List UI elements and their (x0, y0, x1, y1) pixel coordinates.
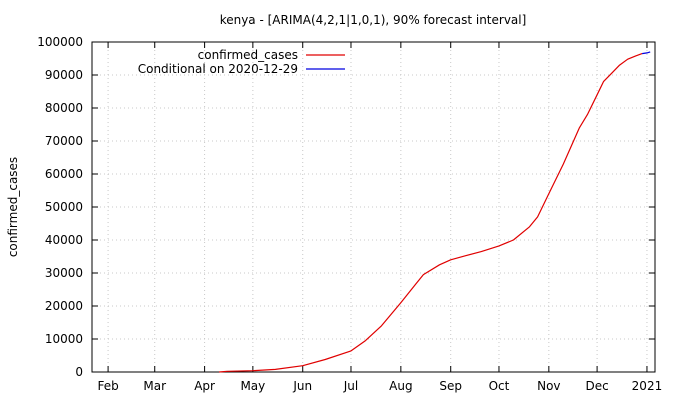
y-axis: 0 10000 20000 30000 40000 50000 60000 70000 8000… (37, 35, 655, 379)
y-tick-label: 100000 (37, 35, 83, 49)
y-tick-label: 80000 (45, 101, 83, 115)
y-tick-label: 50000 (45, 200, 83, 214)
chart-title: kenya - [ARIMA(4,2,1|1,0,1), 90% forecas… (220, 13, 527, 27)
x-tick-label: Jun (292, 379, 312, 393)
x-tick-label: Dec (585, 379, 608, 393)
y-tick-label: 20000 (45, 299, 83, 313)
x-tick-label: Feb (97, 379, 118, 393)
x-tick-label: May (240, 379, 265, 393)
legend-label: confirmed_cases (198, 48, 298, 62)
x-tick-label: Oct (489, 379, 510, 393)
x-axis: Feb Mar Apr May Jun Jul Aug Sep Oct Nov Dec 2021 (97, 42, 662, 393)
y-tick-label: 0 (75, 365, 83, 379)
y-tick-label: 90000 (45, 68, 83, 82)
legend-label: Conditional on 2020-12-29 (138, 62, 298, 76)
y-tick-label: 30000 (45, 266, 83, 280)
y-tick-label: 10000 (45, 332, 83, 346)
x-tick-label: Nov (537, 379, 560, 393)
x-tick-label: Sep (439, 379, 462, 393)
series-line-confirmed-cases (219, 53, 643, 373)
x-tick-label: Apr (194, 379, 215, 393)
series-line-forecast (642, 51, 651, 55)
y-tick-label: 60000 (45, 167, 83, 181)
x-tick-label: Mar (143, 379, 166, 393)
y-tick-label: 40000 (45, 233, 83, 247)
y-axis-title: confirmed_cases (6, 157, 20, 257)
y-tick-label: 70000 (45, 134, 83, 148)
x-tick-label: 2021 (632, 379, 663, 393)
x-tick-label: Aug (389, 379, 412, 393)
x-tick-label: Jul (343, 379, 358, 393)
series (219, 51, 651, 373)
